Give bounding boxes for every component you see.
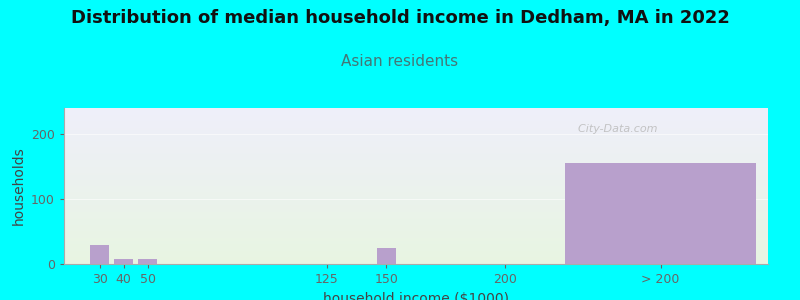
Text: Asian residents: Asian residents xyxy=(342,54,458,69)
Y-axis label: households: households xyxy=(11,147,26,225)
X-axis label: household income ($1000): household income ($1000) xyxy=(323,292,509,300)
Bar xyxy=(90,244,110,264)
Bar xyxy=(114,259,134,264)
Text: City-Data.com: City-Data.com xyxy=(571,124,658,134)
Bar xyxy=(138,259,157,264)
Bar xyxy=(565,163,756,264)
Bar xyxy=(377,248,396,264)
Text: Distribution of median household income in Dedham, MA in 2022: Distribution of median household income … xyxy=(70,9,730,27)
